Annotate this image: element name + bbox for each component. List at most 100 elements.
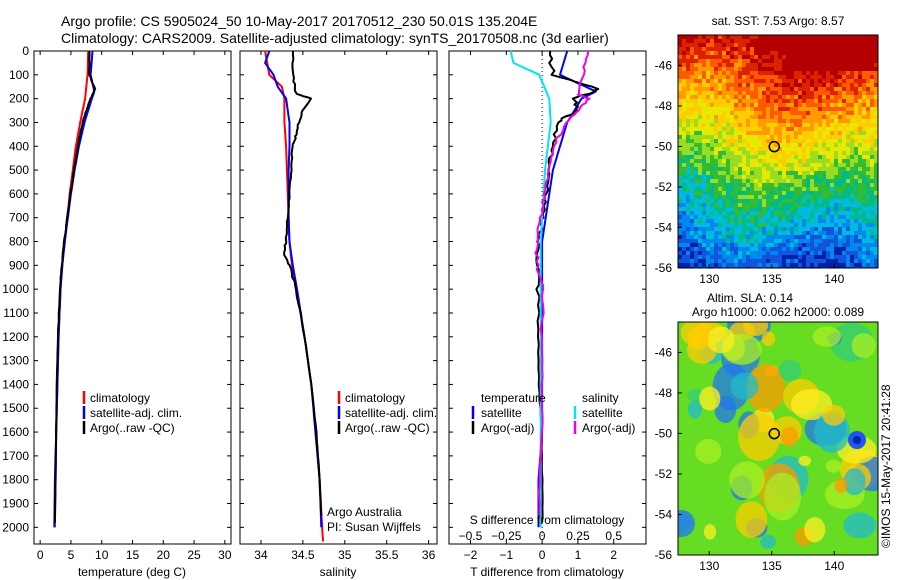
sst-cell (730, 59, 734, 63)
sst-cell (722, 243, 726, 247)
sst-cell (702, 175, 706, 179)
sst-cell (806, 95, 810, 99)
sst-cell (678, 183, 682, 187)
x-tick-label: 35 (338, 548, 352, 562)
sst-cell (702, 195, 706, 199)
sst-cell (862, 159, 866, 163)
sst-cell (710, 115, 714, 119)
sst-cell (762, 199, 766, 203)
sst-cell (750, 183, 754, 187)
sst-cell (762, 171, 766, 175)
sst-cell (874, 263, 878, 267)
sst-cell (742, 231, 746, 235)
sst-cell (762, 183, 766, 187)
sst-cell (754, 199, 758, 203)
y-tick-label: 1300 (2, 354, 29, 368)
sst-cell (766, 199, 770, 203)
sst-cell (846, 83, 850, 87)
sst-cell (806, 243, 810, 247)
sst-cell (806, 259, 810, 263)
sst-cell (846, 187, 850, 191)
sst-cell (786, 43, 790, 47)
sst-cell (714, 231, 718, 235)
sst-cell (690, 43, 694, 47)
sst-cell (774, 147, 778, 151)
sst-cell (854, 203, 858, 207)
sst-cell (726, 179, 730, 183)
sst-cell (686, 171, 690, 175)
sst-cell (794, 71, 798, 75)
sst-cell (762, 131, 766, 135)
sst-cell (846, 67, 850, 71)
sst-cell (802, 87, 806, 91)
sst-cell (814, 119, 818, 123)
sst-cell (726, 79, 730, 83)
sst-cell (862, 59, 866, 63)
sst-cell (790, 195, 794, 199)
sst-cell (726, 75, 730, 79)
sst-cell (718, 35, 722, 39)
sst-cell (746, 55, 750, 59)
sst-cell (774, 255, 778, 259)
legend-temperature-title: temperature (481, 391, 546, 405)
sst-cell (838, 207, 842, 211)
sst-cell (690, 155, 694, 159)
sst-cell (710, 107, 714, 111)
sst-cell (798, 227, 802, 231)
sst-cell (858, 63, 862, 67)
x-tick-label: 15 (126, 548, 140, 562)
sst-cell (750, 243, 754, 247)
y-tick-label: 400 (9, 139, 29, 153)
sst-cell (786, 191, 790, 195)
sst-cell (726, 183, 730, 187)
sst-cell (834, 99, 838, 103)
sst-cell (842, 79, 846, 83)
sst-cell (782, 255, 786, 259)
sst-cell (802, 159, 806, 163)
sst-cell (698, 111, 702, 115)
sst-cell (806, 115, 810, 119)
credit-pi: PI: Susan Wijffels (327, 520, 421, 534)
sst-cell (818, 115, 822, 119)
sst-cell (702, 147, 706, 151)
sst-cell (850, 247, 854, 251)
sst-cell (798, 187, 802, 191)
sst-cell (730, 239, 734, 243)
sst-cell (846, 171, 850, 175)
sst-cell (738, 143, 742, 147)
sst-cell (866, 95, 870, 99)
sst-cell (682, 63, 686, 67)
sst-cell (814, 183, 818, 187)
sst-cell (778, 247, 782, 251)
sst-cell (822, 235, 826, 239)
sst-cell (870, 71, 874, 75)
sst-cell (866, 51, 870, 55)
sst-cell (806, 251, 810, 255)
sst-cell (790, 139, 794, 143)
sst-cell (818, 179, 822, 183)
legend-s-satellite-label: satellite (582, 406, 623, 420)
sst-cell (818, 239, 822, 243)
sst-cell (762, 55, 766, 59)
sst-cell (762, 143, 766, 147)
sst-cell (682, 171, 686, 175)
sst-cell (826, 51, 830, 55)
sst-cell (834, 195, 838, 199)
sst-cell (846, 231, 850, 235)
sst-cell (834, 87, 838, 91)
sst-cell (694, 91, 698, 95)
sst-cell (706, 199, 710, 203)
sla-blob (764, 472, 801, 521)
sst-cell (790, 103, 794, 107)
sst-cell (830, 79, 834, 83)
sst-cell (702, 167, 706, 171)
sst-cell (762, 243, 766, 247)
sst-cell (718, 247, 722, 251)
sst-cell (734, 183, 738, 187)
sst-cell (714, 163, 718, 167)
sst-cell (746, 211, 750, 215)
sst-cell (742, 195, 746, 199)
sst-cell (766, 203, 770, 207)
sst-cell (694, 39, 698, 43)
sst-cell (826, 35, 830, 39)
